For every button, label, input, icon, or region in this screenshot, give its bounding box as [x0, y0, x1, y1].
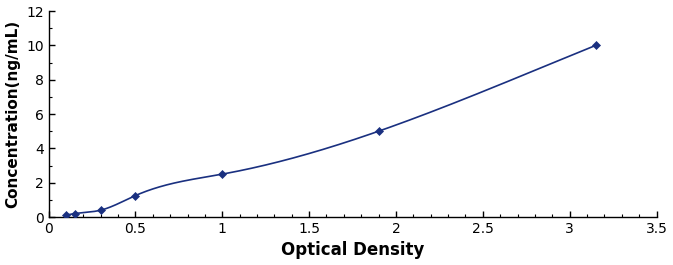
Y-axis label: Concentration(ng/mL): Concentration(ng/mL) [5, 20, 21, 208]
X-axis label: Optical Density: Optical Density [281, 241, 424, 259]
